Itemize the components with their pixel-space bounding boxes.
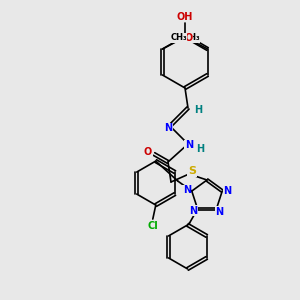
Text: O: O bbox=[184, 33, 193, 43]
Text: N: N bbox=[190, 206, 198, 216]
Text: H: H bbox=[194, 105, 202, 115]
Text: CH₃: CH₃ bbox=[183, 34, 200, 43]
Text: O: O bbox=[177, 33, 186, 43]
Text: N: N bbox=[215, 207, 223, 217]
Text: OH: OH bbox=[177, 12, 193, 22]
Text: N: N bbox=[164, 123, 172, 133]
Text: CH₃: CH₃ bbox=[170, 34, 187, 43]
Text: N: N bbox=[185, 140, 193, 150]
Text: H: H bbox=[196, 144, 204, 154]
Text: N: N bbox=[183, 185, 191, 195]
Text: S: S bbox=[188, 166, 196, 176]
Text: Cl: Cl bbox=[147, 221, 158, 231]
Text: N: N bbox=[223, 186, 231, 196]
Text: O: O bbox=[144, 147, 152, 157]
